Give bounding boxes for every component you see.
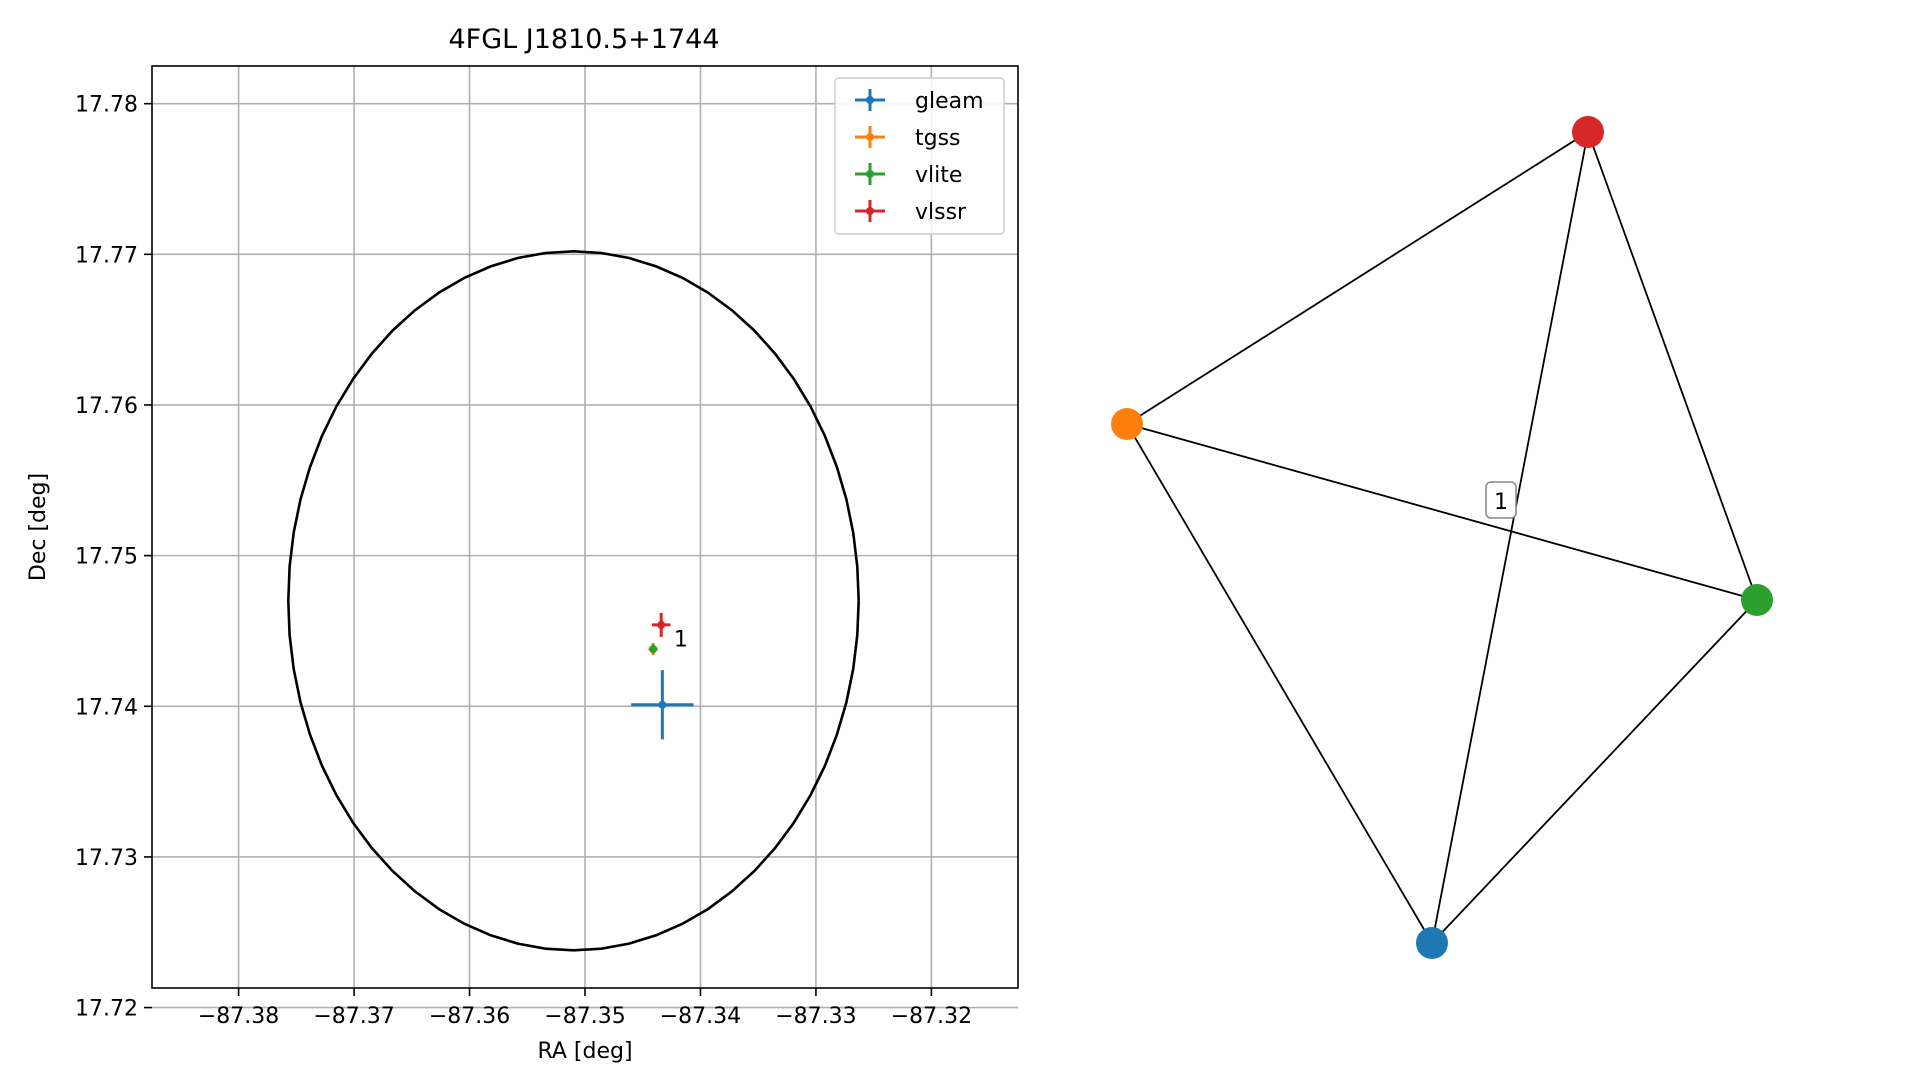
edge-vlssr-vlite <box>1587 131 1758 601</box>
legend-label: vlssr <box>915 200 967 225</box>
edge-tgss-vlite <box>1126 423 1758 601</box>
y-tick-label: 17.75 <box>75 545 138 570</box>
circle-outline <box>286 249 860 952</box>
chart-title: 4FGL J1810.5+1744 <box>448 24 719 55</box>
network-graph: 1 <box>1111 116 1773 959</box>
x-axis: −87.38 −87.37 −87.36 −87.35 −87.34 −87.33 −87.… <box>198 988 972 1029</box>
legend-marker <box>866 170 874 178</box>
x-tick-label: −87.34 <box>660 1004 741 1029</box>
graph-edges <box>1126 131 1758 944</box>
x-tick-label: −87.36 <box>429 1004 510 1029</box>
point-vlssr <box>651 612 671 637</box>
x-tick-label: −87.35 <box>544 1004 625 1029</box>
x-tick-label: −87.37 <box>313 1004 394 1029</box>
edge-label: 1 <box>1485 481 1517 519</box>
y-axis-label: Dec [deg] <box>26 473 51 581</box>
point-marker <box>658 700 667 709</box>
annotations: 1 <box>674 627 688 652</box>
legend-label: gleam <box>915 89 984 114</box>
y-axis: 17.72 17.73 17.74 17.75 17.76 17.77 17.78 <box>75 93 152 1022</box>
legend-label: tgss <box>915 126 961 151</box>
y-tick-label: 17.74 <box>75 695 138 720</box>
y-tick-label: 17.72 <box>75 997 138 1022</box>
legend-marker <box>866 207 874 215</box>
point-marker <box>649 645 658 654</box>
left-chart: 4FGL J1810.5+1744 1 −87.38 −87.37 −87.36 −8… <box>26 24 1019 1064</box>
localization-circle <box>286 249 860 952</box>
legend: gleam tgss vlite vlssr <box>834 77 1005 235</box>
point-gleam <box>631 670 694 740</box>
legend-marker <box>866 96 874 104</box>
legend-entry-tgss: tgss <box>855 126 961 151</box>
legend-label: vlite <box>915 163 962 188</box>
y-tick-label: 17.77 <box>75 243 138 268</box>
legend-box <box>834 77 1005 235</box>
point-vlite <box>649 644 658 654</box>
edge-gleam-vlite <box>1431 599 1758 944</box>
legend-entry-vlssr: vlssr <box>855 200 967 225</box>
x-tick-label: −87.32 <box>891 1004 972 1029</box>
point-annotation: 1 <box>674 627 688 652</box>
y-tick-label: 17.76 <box>75 394 138 419</box>
node-vlssr <box>1572 116 1604 148</box>
edge-tgss-vlssr <box>1126 131 1589 425</box>
x-tick-label: −87.33 <box>775 1004 856 1029</box>
node-vlite <box>1741 584 1773 616</box>
data-points <box>631 612 694 740</box>
y-tick-label: 17.78 <box>75 93 138 118</box>
x-axis-label: RA [deg] <box>537 1039 632 1064</box>
node-tgss <box>1111 408 1143 440</box>
legend-marker <box>866 133 874 141</box>
edge-tgss-gleam <box>1126 423 1433 944</box>
edge-label-box <box>1485 481 1517 519</box>
y-tick-label: 17.73 <box>75 846 138 871</box>
legend-entry-gleam: gleam <box>855 89 984 114</box>
legend-entry-vlite: vlite <box>855 163 962 188</box>
x-tick-label: −87.38 <box>198 1004 279 1029</box>
node-gleam <box>1416 927 1448 959</box>
edge-label-text: 1 <box>1494 490 1508 515</box>
point-marker <box>657 620 666 629</box>
edge-vlssr-gleam <box>1431 131 1589 944</box>
graph-nodes <box>1111 116 1773 959</box>
